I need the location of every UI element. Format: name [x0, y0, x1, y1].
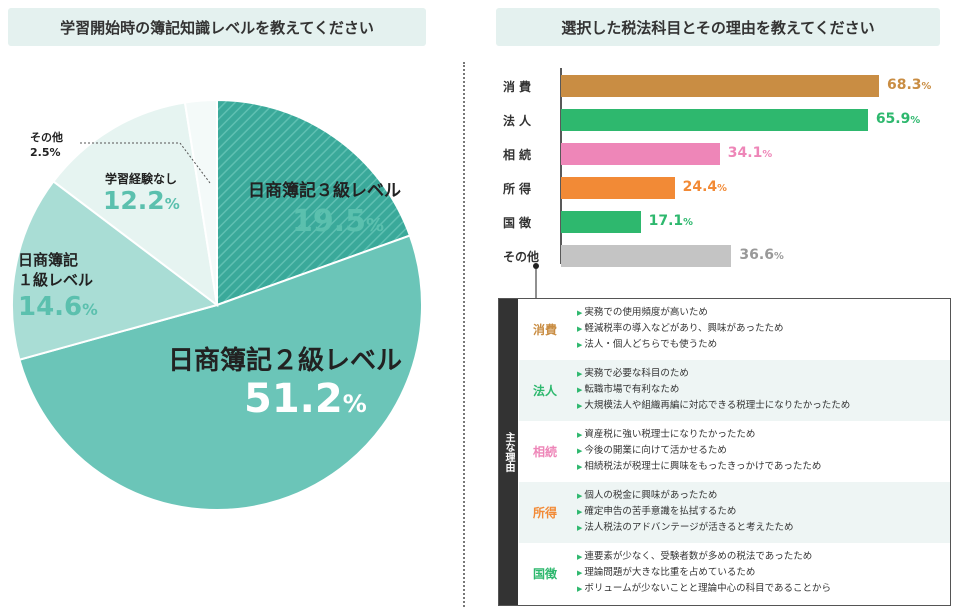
reason-group: 所得 個人の税金に興味があったため確定申告の苦手意識を払拭するため法人税法のアドバ…	[519, 482, 950, 543]
reason-item: 法人・個人どちらでも使うため	[577, 337, 784, 353]
pie-slice-no-experience	[52, 101, 219, 308]
slice-label-level3: 日商簿記３級レベル	[248, 181, 401, 201]
bar-value-label: 17.1%	[648, 213, 693, 229]
slice-value-level1: 14.6%	[18, 292, 98, 322]
reason-item: ボリュームが少ないことと理論中心の科目であることから	[577, 581, 831, 597]
slice-value-other: 2.5%	[30, 146, 61, 159]
bar	[561, 211, 641, 233]
reason-item: 理論問題が大きな比重を占めているため	[577, 565, 831, 581]
bar-label: 消費	[503, 80, 536, 94]
reason-item: 確定申告の苦手意識を払拭するため	[577, 504, 794, 520]
reason-item: 法人税法のアドバンテージが活きると考えたため	[577, 520, 793, 536]
slice-value-level2: 51.2%	[244, 376, 367, 422]
bar-value-label: 34.1%	[727, 145, 773, 161]
reason-category: 法人	[532, 384, 557, 398]
reason-category: 国徴	[532, 567, 557, 581]
bar-label: 国徴	[503, 216, 536, 230]
reason-item: 今後の開業に向けて活かせるため	[577, 443, 821, 459]
reason-list: 個人の税金に興味があったため確定申告の苦手意識を払拭するため法人税法のアドバンテ…	[577, 488, 794, 536]
reason-item: 個人の税金に興味があったため	[577, 488, 794, 504]
slice-value-no-experience: 12.2%	[103, 186, 180, 215]
bar-label: 相続	[503, 148, 536, 162]
bar-value-label: 36.6%	[739, 247, 784, 263]
pie-slice-other	[183, 98, 218, 306]
reasons-connector	[533, 263, 539, 298]
reason-item: 実務で必要な科目のため	[577, 366, 850, 382]
left-panel-title: 学習開始時の簿記知識レベルを教えてください	[8, 8, 426, 46]
slice-value-level3: 19.5%	[292, 204, 385, 239]
reason-item: 転職市場で有利なため	[577, 382, 850, 398]
pie-chart	[11, 98, 423, 511]
reason-group: 国徴 連要素が少なく、受験者数が多めの税法であったため理論問題が大きな比重を占めて…	[519, 543, 950, 604]
slice-label-level1: 日商簿記 １級レベル	[18, 251, 94, 289]
pie-slice-level2	[18, 234, 423, 511]
reason-list: 資産税に強い税理士になりたかったため今後の開業に向けて活かせるため相続税法が税理…	[577, 427, 821, 475]
bar	[561, 177, 675, 199]
reason-item: 資産税に強い税理士になりたかったため	[577, 427, 821, 443]
reason-list: 実務での使用頻度が高いため軽減税率の導入などがあり、興味があったため法人・個人ど…	[577, 305, 784, 353]
panel-divider	[463, 62, 465, 607]
bar	[561, 75, 879, 97]
bar-value-label: 68.3%	[887, 77, 932, 93]
reason-item: 連要素が少なく、受験者数が多めの税法であったため	[577, 549, 831, 565]
pie-slice-level3	[216, 98, 412, 307]
reason-group: 相続 資産税に強い税理士になりたかったため今後の開業に向けて活かせるため相続税法が…	[519, 421, 950, 482]
reason-category: 消費	[532, 323, 557, 337]
reason-item: 相続税法が税理士に興味をもったきっかけであったため	[577, 459, 821, 475]
bar	[561, 245, 732, 267]
other-leader-line	[80, 142, 211, 184]
reason-list: 実務で必要な科目のため転職市場で有利なため大規模法人や組織再編に対応できる税理士…	[577, 366, 850, 414]
reason-category: 相続	[532, 445, 557, 459]
reason-item: 実務での使用頻度が高いため	[577, 305, 784, 321]
reasons-box: 主な理由 消費 実務での使用頻度が高いため軽減税率の導入などがあり、興味があったた…	[498, 298, 951, 606]
reasons-title: 主な理由	[499, 299, 518, 605]
slice-label-no-experience: 学習経験なし	[105, 172, 178, 186]
bar-value-label: 65.9%	[875, 111, 921, 127]
bar-label: 所得	[503, 182, 536, 196]
pie-slice-level1	[11, 179, 220, 361]
bar-label: その他	[503, 250, 540, 264]
reason-item: 軽減税率の導入などがあり、興味があったため	[577, 321, 783, 337]
right-panel-title: 選択した税法科目とその理由を教えてください	[496, 8, 940, 46]
slice-label-level2: 日商簿記２級レベル	[168, 346, 403, 376]
slice-label-other: その他	[30, 131, 63, 144]
bar-label: 法人	[503, 114, 536, 128]
reason-group: 法人 実務で必要な科目のため転職市場で有利なため大規模法人や組織再編に対応できる税…	[519, 360, 950, 421]
bar	[561, 109, 868, 131]
reason-category: 所得	[532, 506, 557, 520]
bar-value-label: 24.4%	[682, 179, 727, 195]
bar	[561, 143, 720, 165]
reason-item: 大規模法人や組織再編に対応できる税理士になりたかったため	[577, 398, 850, 414]
reason-group: 消費 実務での使用頻度が高いため軽減税率の導入などがあり、興味があったため法人・個…	[519, 299, 950, 360]
reason-list: 連要素が少なく、受験者数が多めの税法であったため理論問題が大きな比重を占めている…	[577, 549, 831, 597]
